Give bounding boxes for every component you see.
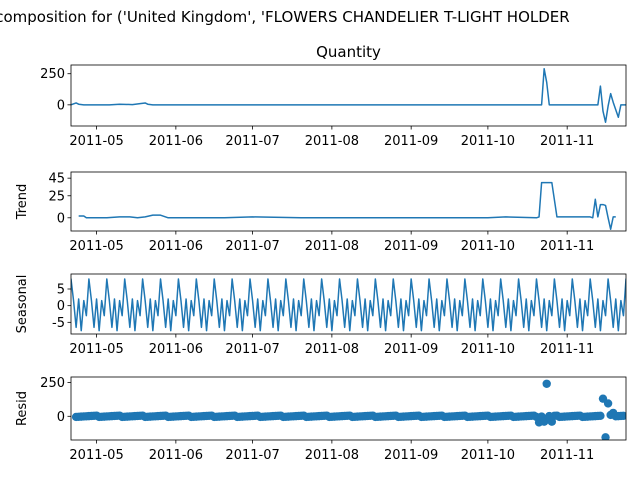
x-tick-label: 2011-06 <box>149 134 203 149</box>
y-tick-label: 250 <box>40 67 65 82</box>
x-tick-label: 2011-06 <box>149 448 203 463</box>
panel-quantity: 0 250 2011-05 2011-06 2011-07 2011-08 2011-09 2… <box>40 43 627 149</box>
x-tick-label: 2011-09 <box>384 134 438 149</box>
y-tick-label: 0 <box>57 98 65 113</box>
y-tick-label: 25 <box>48 189 65 204</box>
y-tick-label: 5 <box>57 283 65 298</box>
trend-series <box>78 181 616 230</box>
resid-series <box>71 379 626 440</box>
x-tick-label: 2011-08 <box>305 239 359 254</box>
seasonal-line <box>71 278 626 332</box>
x-tick-label: 2011-11 <box>540 134 594 149</box>
figure-suptitle: ecomposition for ('United Kingdom', 'FLO… <box>0 8 570 26</box>
seasonal-series <box>71 278 626 332</box>
resid-ylabel: Resid <box>15 391 30 426</box>
x-tick-label: 2011-09 <box>384 448 438 463</box>
x-tick-label: 2011-06 <box>149 342 203 357</box>
x-tick-label: 2011-10 <box>461 448 515 463</box>
resid-point <box>601 433 610 440</box>
trend-ylabel: Trend <box>15 184 30 221</box>
quantity-line <box>71 67 626 124</box>
y-tick-label: 0 <box>57 211 65 226</box>
x-tick-label: 2011-10 <box>461 134 515 149</box>
x-tick-label: 2011-08 <box>305 448 359 463</box>
x-tick-label: 2011-10 <box>461 342 515 357</box>
x-tick-label: 2011-11 <box>540 239 594 254</box>
resid-point <box>539 417 549 426</box>
x-tick-label: 2011-06 <box>149 239 203 254</box>
x-tick-label: 2011-11 <box>540 342 594 357</box>
x-tick-label: 2011-05 <box>69 448 123 463</box>
x-tick-label: 2011-09 <box>384 342 438 357</box>
resid-point <box>619 411 626 420</box>
x-tick-label: 2011-05 <box>69 342 123 357</box>
trend-line <box>78 181 616 230</box>
x-tick-label: 2011-07 <box>225 134 279 149</box>
resid-point <box>596 411 605 420</box>
y-tick-label: 0 <box>57 299 65 314</box>
x-tick-label: 2011-07 <box>225 342 279 357</box>
x-tick-label: 2011-10 <box>461 239 515 254</box>
x-tick-label: 2011-08 <box>305 342 359 357</box>
y-tick-label: 0 <box>57 410 65 425</box>
x-tick-label: 2011-07 <box>225 239 279 254</box>
resid-axes-frame <box>70 376 627 441</box>
y-tick-label: 45 <box>48 172 65 187</box>
resid-point <box>542 379 551 388</box>
x-tick-label: 2011-11 <box>540 448 594 463</box>
panel-trend: 0 25 45 2011-05 2011-06 2011-07 2011-08 2011-09… <box>15 171 627 254</box>
trend-axes-frame <box>70 171 627 232</box>
quantity-series <box>71 67 626 124</box>
seasonal-ylabel: Seasonal <box>15 275 30 334</box>
panel-resid: 0 250 2011-05 2011-06 2011-07 2011-08 2011-09 2… <box>15 376 627 463</box>
quantity-title: Quantity <box>316 43 381 61</box>
resid-point <box>603 399 613 408</box>
y-tick-label: -5 <box>52 316 65 331</box>
y-tick-label: 250 <box>40 376 65 391</box>
x-tick-label: 2011-05 <box>69 239 123 254</box>
x-tick-label: 2011-09 <box>384 239 438 254</box>
x-tick-label: 2011-08 <box>305 134 359 149</box>
seasonal-axes-frame <box>70 273 627 335</box>
x-tick-label: 2011-07 <box>225 448 279 463</box>
quantity-axes-frame <box>70 64 627 127</box>
panel-seasonal: -5 05 2011-05 2011-06 2011-07 2011-08 2011-09 2… <box>15 273 627 357</box>
x-tick-label: 2011-05 <box>69 134 123 149</box>
